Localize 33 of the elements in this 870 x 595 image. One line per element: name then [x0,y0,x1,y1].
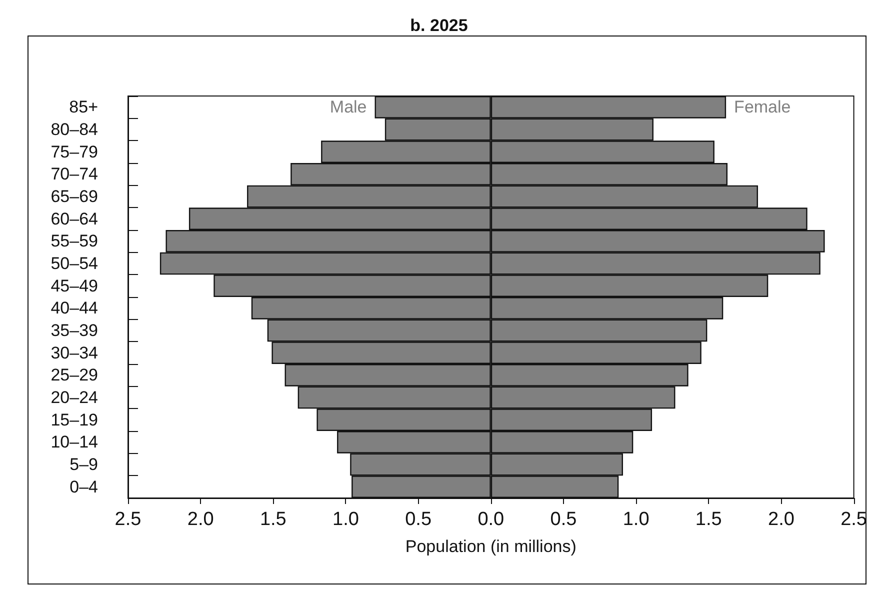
y-tick-label: 70–74 [50,164,98,184]
x-axis-title: Population (in millions) [405,537,576,556]
y-tick-label: 65–69 [50,187,98,206]
x-tick-label: 1.5 [260,509,286,530]
chart-title: b. 2025 [410,16,468,35]
y-tick-label: 30–34 [50,343,98,362]
x-tick-label: 2.0 [768,509,794,530]
y-tick-label: 85+ [69,98,98,117]
y-tick-label: 45–49 [50,276,98,296]
y-tick-label: 80–84 [50,120,98,139]
x-tick-label: 1.0 [622,509,650,530]
series-label: Female [734,98,791,117]
y-tick-label: 40–44 [50,298,98,318]
y-tick-label: 55–59 [50,232,98,251]
y-tick-label: 5–9 [70,455,98,474]
y-tick-label: 60–64 [50,209,98,228]
y-tick-label: 20–24 [50,388,98,407]
y-tick-label: 25–29 [50,366,98,385]
x-tick-label: 0.5 [405,509,432,530]
y-tick-label: 50–54 [50,254,98,273]
y-tick-label: 75–79 [50,142,98,162]
y-tick-label: 35–39 [50,321,98,340]
x-tick-label: 0.5 [550,509,577,530]
x-tick-label: 0.0 [478,509,504,530]
x-tick-label: 1.0 [332,509,359,530]
y-tick-label: 0–4 [70,477,98,496]
x-tick-label: 2.0 [187,509,214,530]
x-tick-label: 2.5 [840,509,868,530]
series-label: Male [330,98,367,117]
y-tick-label: 10–14 [50,432,98,452]
x-tick-label: 1.5 [695,509,722,530]
x-tick-label: 2.5 [114,509,142,530]
y-tick-label: 15–19 [50,410,98,430]
